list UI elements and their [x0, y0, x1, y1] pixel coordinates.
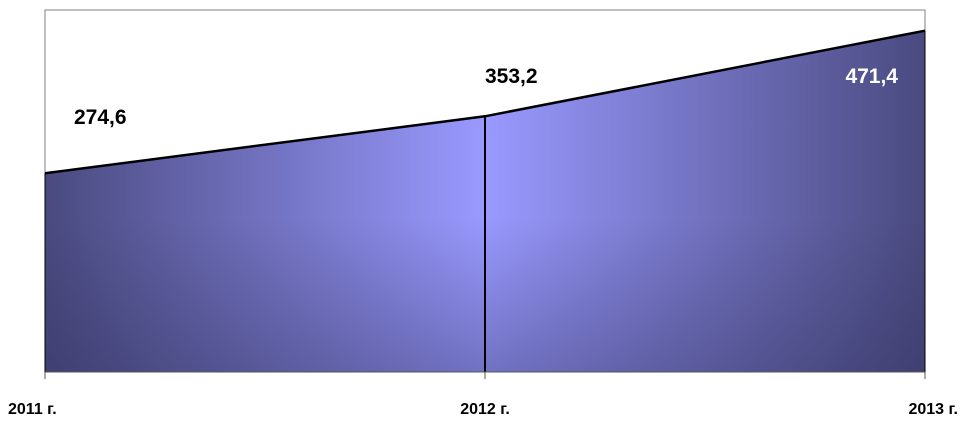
- data-labels: 274,6 353,2 471,4: [74, 65, 898, 129]
- data-label: 274,6: [74, 106, 127, 129]
- x-axis-ticks: 2011 г. 2012 г. 2013 г.: [8, 372, 958, 418]
- data-label: 471,4: [845, 65, 898, 88]
- data-label: 353,2: [485, 65, 538, 88]
- x-tick-label: 2011 г.: [8, 401, 57, 418]
- area-series: [44, 29, 926, 373]
- x-tick-label: 2013 г.: [908, 401, 958, 418]
- x-tick-label: 2012 г.: [460, 401, 510, 418]
